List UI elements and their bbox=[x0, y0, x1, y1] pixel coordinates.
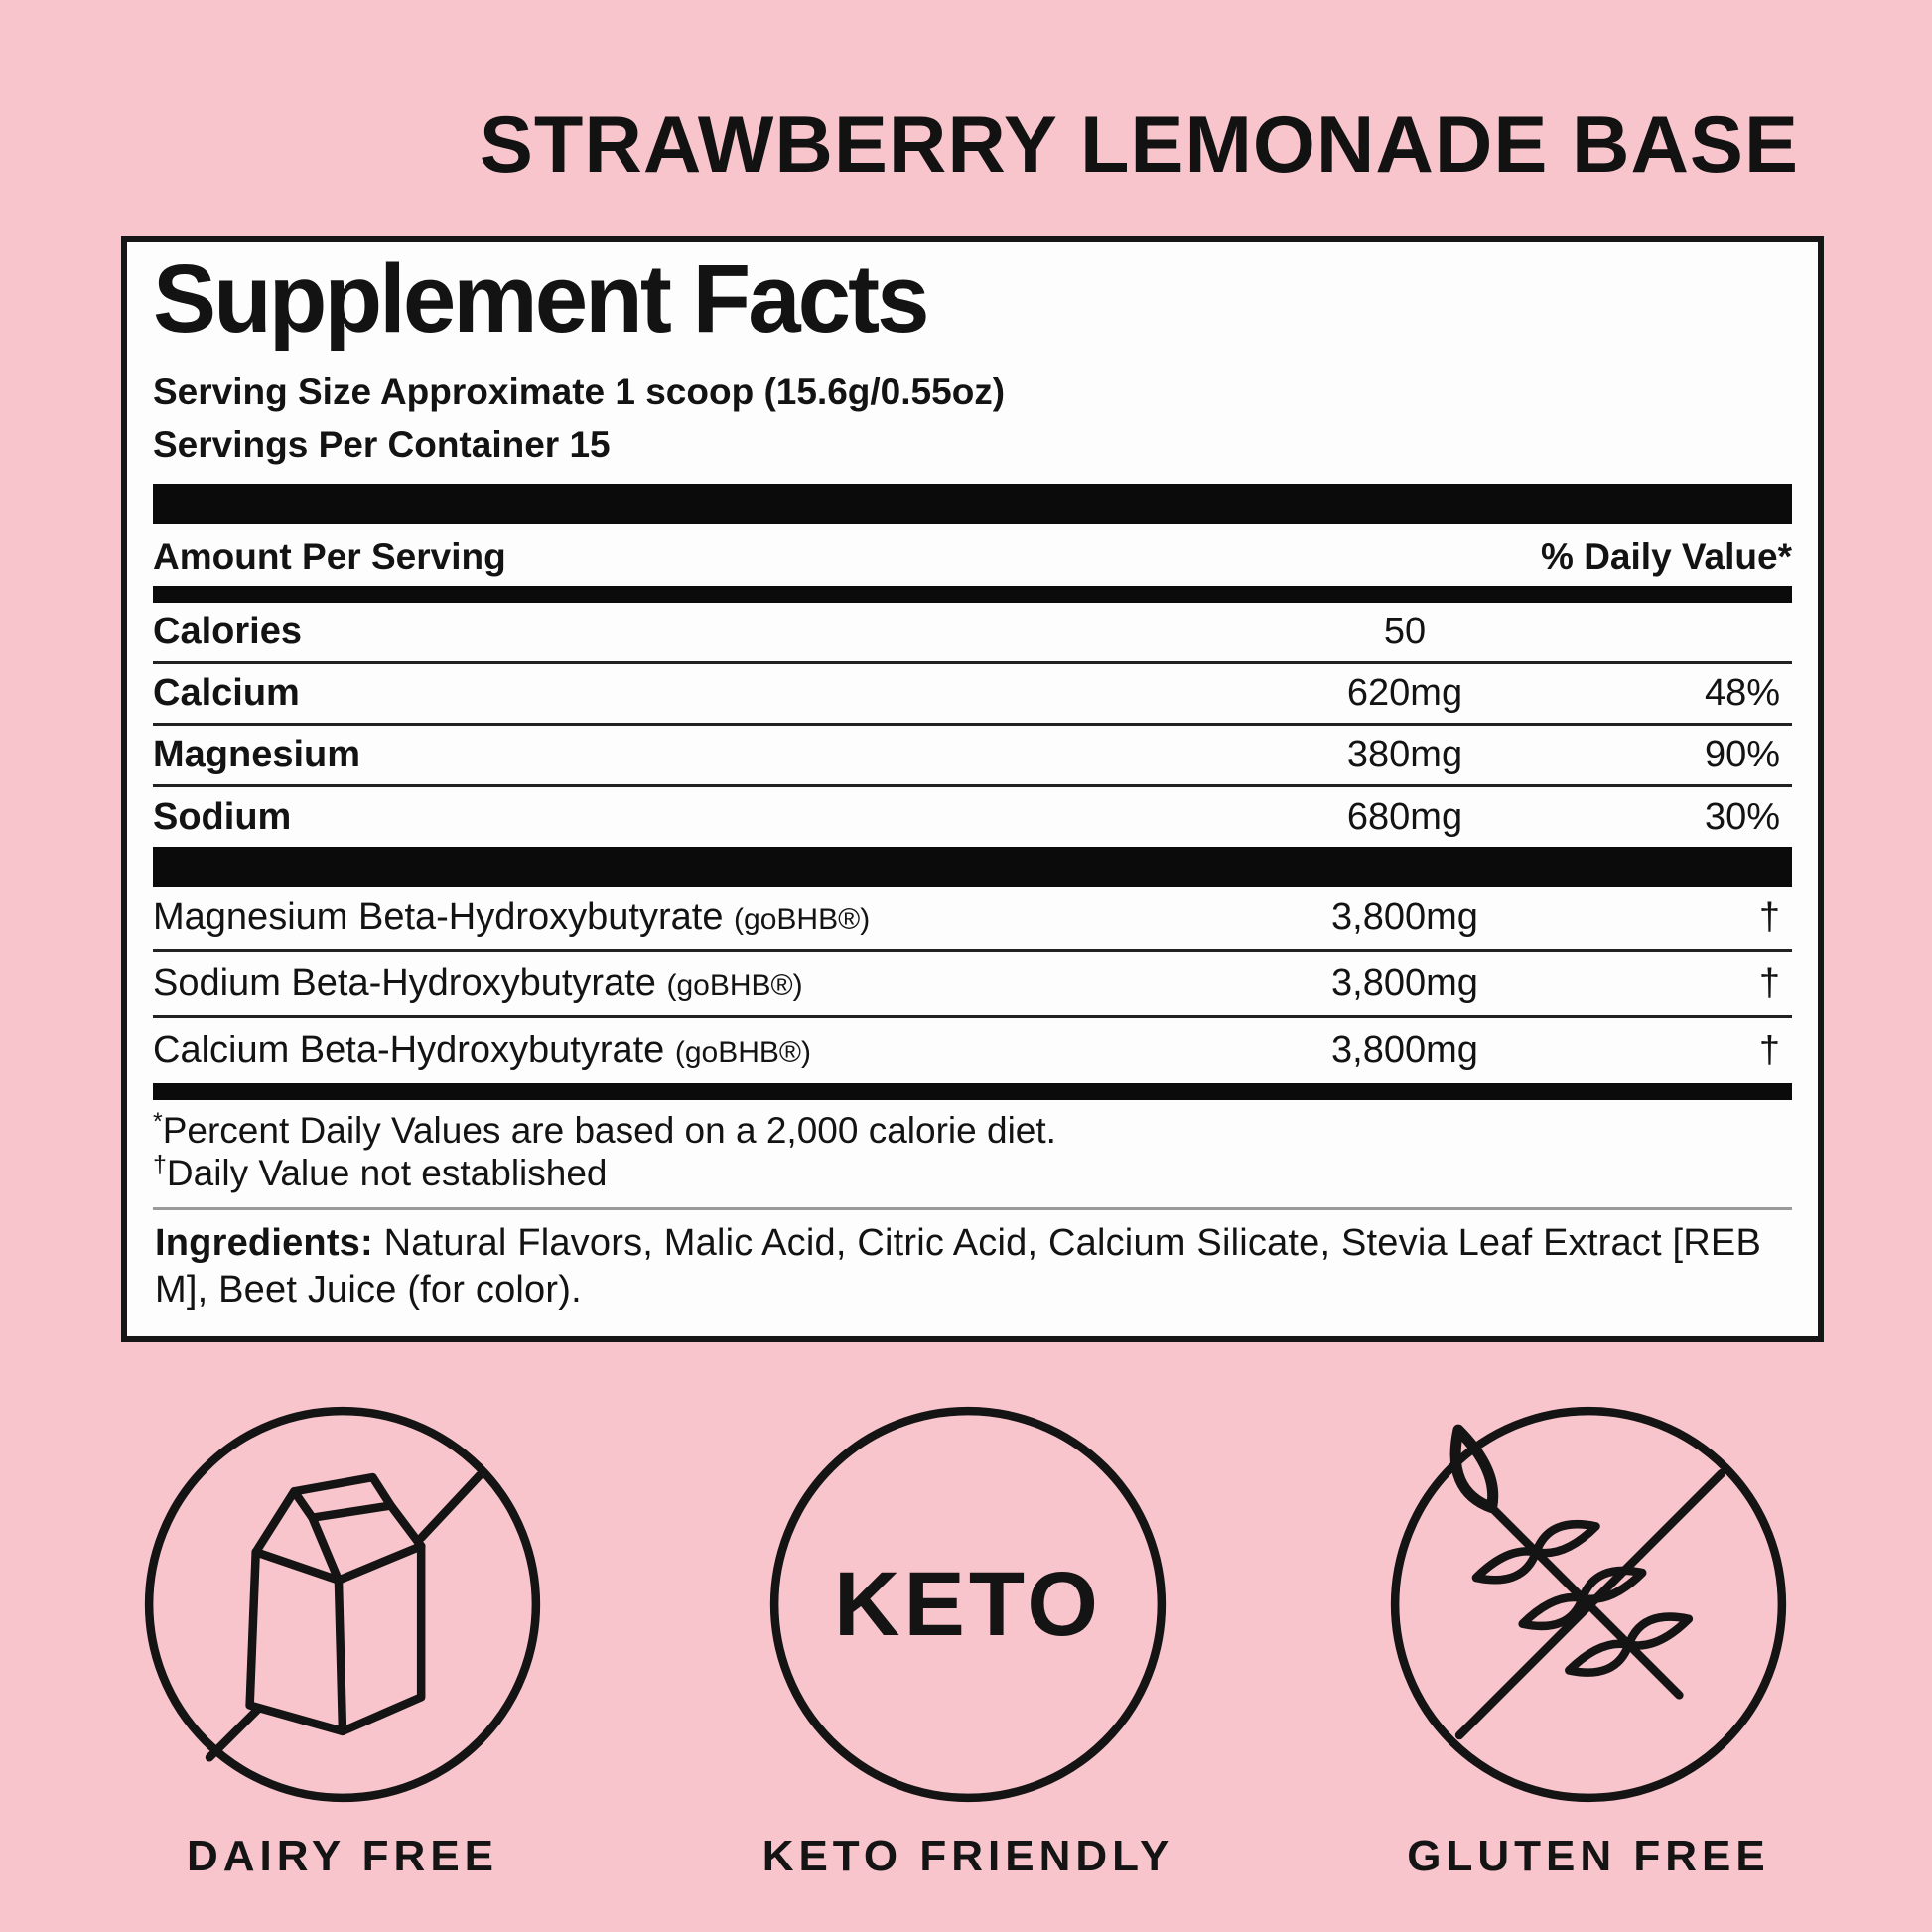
nutrient-name: Sodium bbox=[153, 795, 292, 838]
nutrient-dv: 48% bbox=[1704, 672, 1780, 715]
daily-value-header: % Daily Value* bbox=[1541, 536, 1792, 578]
nutrient-row-calcium-bhb: Calcium Beta-Hydroxybutyrate (goBHB®) 3,… bbox=[153, 1018, 1792, 1083]
nutrient-name: Calcium Beta-Hydroxybutyrate bbox=[153, 1029, 665, 1071]
supplement-facts-panel: Supplement Facts Serving Size Approximat… bbox=[121, 236, 1824, 1342]
nutrient-dv: 30% bbox=[1704, 795, 1780, 838]
badge-gluten-free: GLUTEN FREE bbox=[1360, 1403, 1817, 1881]
nutrient-dv: † bbox=[1758, 962, 1780, 1005]
no-dairy-icon bbox=[141, 1403, 544, 1806]
serving-size: Serving Size Approximate 1 scoop (15.6g/… bbox=[153, 371, 1006, 412]
nutrient-amount: 620mg bbox=[1346, 672, 1463, 715]
badge-label: GLUTEN FREE bbox=[1407, 1832, 1770, 1880]
nutrient-amount: 3,800mg bbox=[1331, 1029, 1478, 1071]
nutrient-row-sodium: Sodium 680mg 30% bbox=[153, 787, 1792, 847]
page-title: STRAWBERRY LEMONADE BASE bbox=[479, 100, 1799, 190]
nutrient-row-calories: Calories 50 bbox=[153, 603, 1792, 665]
badge-dairy-free: DAIRY FREE bbox=[114, 1403, 571, 1881]
nutrient-row-magnesium-bhb: Magnesium Beta-Hydroxybutyrate (goBHB®) … bbox=[153, 887, 1792, 953]
gobhb-suffix: (goBHB®) bbox=[666, 969, 803, 1003]
nutrient-name: Magnesium Beta-Hydroxybutyrate bbox=[153, 897, 724, 939]
nutrient-amount: 3,800mg bbox=[1331, 897, 1478, 939]
servings-per-container: Servings Per Container 15 bbox=[153, 423, 611, 465]
nutrient-dv: 90% bbox=[1704, 734, 1780, 776]
nutrient-dv: † bbox=[1758, 897, 1780, 939]
footnotes: *Percent Daily Values are based on a 2,0… bbox=[153, 1100, 1792, 1199]
no-gluten-icon bbox=[1387, 1403, 1790, 1806]
gobhb-suffix: (goBHB®) bbox=[674, 1035, 812, 1069]
divider-bar-thick bbox=[153, 847, 1792, 888]
badge-keto-friendly: KETO KETO FRIENDLY bbox=[740, 1403, 1196, 1881]
gobhb-suffix: (goBHB®) bbox=[734, 903, 871, 937]
column-header-row: Amount Per Serving % Daily Value* bbox=[153, 524, 1792, 586]
footnote-dv-not-established: †Daily Value not established bbox=[153, 1151, 608, 1194]
ingredients: Ingredients: Natural Flavors, Malic Acid… bbox=[153, 1210, 1792, 1313]
keto-icon: KETO bbox=[766, 1403, 1170, 1806]
nutrient-name: Calories bbox=[153, 611, 302, 653]
badge-label: DAIRY FREE bbox=[186, 1832, 499, 1880]
ingredients-label: Ingredients: bbox=[155, 1222, 373, 1265]
nutrient-dv: † bbox=[1758, 1029, 1780, 1071]
dagger-symbol: † bbox=[153, 1151, 167, 1179]
ingredients-divider bbox=[153, 1207, 1792, 1211]
nutrient-amount: 3,800mg bbox=[1331, 962, 1478, 1005]
badge-label: KETO FRIENDLY bbox=[761, 1832, 1174, 1880]
nutrient-name: Magnesium bbox=[153, 734, 361, 776]
divider-bar-thin bbox=[153, 586, 1792, 604]
nutrient-amount: 50 bbox=[1383, 611, 1427, 653]
asterisk-symbol: * bbox=[153, 1108, 163, 1137]
nutrient-name: Calcium bbox=[153, 672, 300, 715]
ingredients-text: Natural Flavors, Malic Acid, Citric Acid… bbox=[155, 1222, 1761, 1311]
nutrient-name: Sodium Beta-Hydroxybutyrate bbox=[153, 962, 656, 1005]
footnote-daily-values: *Percent Daily Values are based on a 2,0… bbox=[153, 1108, 1056, 1152]
amount-per-serving-header: Amount Per Serving bbox=[153, 536, 506, 578]
nutrient-amount: 680mg bbox=[1346, 795, 1463, 838]
nutrient-row-sodium-bhb: Sodium Beta-Hydroxybutyrate (goBHB®) 3,8… bbox=[153, 952, 1792, 1019]
nutrient-amount: 380mg bbox=[1346, 734, 1463, 776]
divider-bar-thick bbox=[153, 484, 1792, 525]
divider-bar-thin bbox=[153, 1083, 1792, 1101]
nutrient-row-calcium: Calcium 620mg 48% bbox=[153, 664, 1792, 727]
facts-title: Supplement Facts bbox=[153, 244, 930, 352]
keto-circle-text: KETO bbox=[834, 1553, 1102, 1655]
nutrient-row-magnesium: Magnesium 380mg 90% bbox=[153, 726, 1792, 788]
